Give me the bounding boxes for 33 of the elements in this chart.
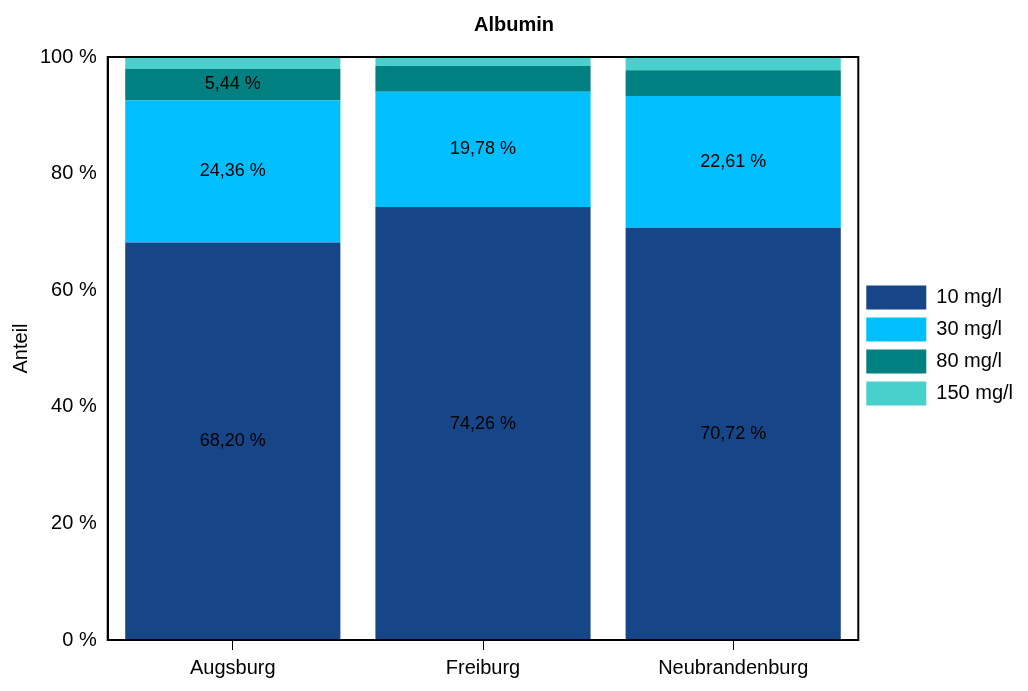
- y-tick-label: 60 %: [51, 277, 97, 300]
- legend-label: 30 mg/l: [936, 317, 1002, 340]
- data-label: 5,44 %: [204, 73, 261, 94]
- bar: [125, 100, 341, 243]
- bar: [625, 70, 841, 96]
- bar: [625, 227, 841, 640]
- y-tick-label: 100 %: [39, 44, 97, 67]
- bar: [375, 207, 591, 640]
- bar: [125, 68, 341, 101]
- bar: [125, 242, 341, 640]
- data-label: 74,26 %: [449, 412, 517, 433]
- x-tick-label: Augsburg: [189, 655, 276, 678]
- bar: [375, 66, 591, 92]
- y-tick-label: 20 %: [51, 510, 97, 533]
- bar: [625, 95, 841, 228]
- data-label: 19,78 %: [449, 138, 517, 159]
- y-axis-title: Anteil: [8, 323, 31, 374]
- chart-title: Albumin: [474, 12, 554, 35]
- bar: [375, 91, 591, 208]
- bar: [625, 57, 841, 71]
- data-label: 22,61 %: [700, 150, 767, 171]
- data-label: 70,72 %: [700, 422, 767, 443]
- x-tick-label: Neubrandenburg: [658, 655, 809, 678]
- legend-label: 10 mg/l: [936, 285, 1002, 308]
- bar: [125, 57, 341, 69]
- legend-label: 150 mg/l: [936, 381, 1014, 404]
- data-label: 68,20 %: [199, 430, 266, 451]
- y-tick-label: 40 %: [51, 394, 97, 417]
- y-tick-label: 80 %: [51, 161, 97, 184]
- y-tick-label: 0 %: [62, 627, 97, 650]
- data-label: 24,36 %: [199, 160, 266, 181]
- x-tick-label: Freiburg: [445, 655, 521, 678]
- legend-label: 80 mg/l: [936, 349, 1002, 372]
